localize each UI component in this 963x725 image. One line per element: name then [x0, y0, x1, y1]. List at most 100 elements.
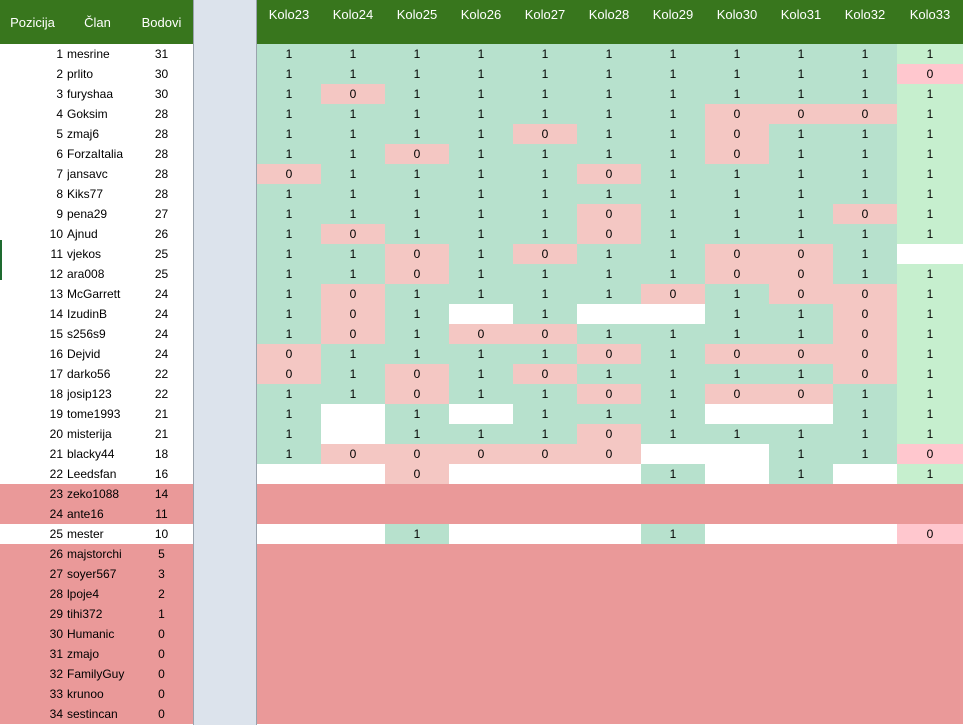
row-position[interactable]: 1: [56, 47, 63, 61]
result-cell[interactable]: [321, 524, 385, 544]
row-member-name[interactable]: sestincan: [67, 707, 118, 721]
row-position[interactable]: 24: [49, 507, 63, 521]
result-cell[interactable]: 1: [705, 44, 769, 64]
result-cell[interactable]: 1: [385, 64, 449, 84]
result-cell[interactable]: 0: [705, 124, 769, 144]
result-cell[interactable]: 1: [321, 204, 385, 224]
row-position[interactable]: 19: [49, 407, 63, 421]
result-cell[interactable]: 0: [769, 344, 833, 364]
result-cell[interactable]: 0: [897, 64, 963, 84]
row-member-name[interactable]: josip123: [67, 387, 112, 401]
result-cell[interactable]: 0: [385, 244, 449, 264]
result-cell[interactable]: 1: [897, 264, 963, 284]
row-points[interactable]: 27: [154, 207, 169, 221]
header-round-2[interactable]: Kolo 25: [385, 0, 449, 44]
row-position[interactable]: 10: [49, 227, 63, 241]
result-cell[interactable]: 1: [385, 224, 449, 244]
result-cell[interactable]: 1: [449, 64, 513, 84]
result-cell[interactable]: 1: [705, 64, 769, 84]
result-cell[interactable]: 1: [769, 204, 833, 224]
result-cell[interactable]: 1: [769, 124, 833, 144]
row-points[interactable]: 24: [154, 327, 169, 341]
result-cell[interactable]: 0: [833, 324, 897, 344]
result-cell[interactable]: [769, 524, 833, 544]
row-member-name[interactable]: Leedsfan: [67, 467, 117, 481]
result-cell[interactable]: 1: [897, 144, 963, 164]
result-cell[interactable]: 1: [833, 404, 897, 424]
result-cell[interactable]: 0: [513, 444, 577, 464]
result-cell[interactable]: 1: [833, 384, 897, 404]
result-cell[interactable]: 1: [897, 404, 963, 424]
row-member-name[interactable]: IzudinB: [67, 307, 108, 321]
result-cell[interactable]: 1: [769, 444, 833, 464]
row-member-name[interactable]: jansavc: [67, 167, 108, 181]
row-points[interactable]: 0: [158, 647, 165, 661]
result-cell[interactable]: 1: [385, 164, 449, 184]
result-cell[interactable]: [513, 464, 577, 484]
row-position[interactable]: 28: [49, 587, 63, 601]
result-cell[interactable]: 1: [449, 144, 513, 164]
result-cell[interactable]: 0: [705, 144, 769, 164]
row-points[interactable]: 18: [154, 447, 169, 461]
result-cell[interactable]: 0: [577, 424, 641, 444]
result-cell[interactable]: 1: [769, 464, 833, 484]
row-points[interactable]: 22: [154, 387, 169, 401]
result-cell[interactable]: 0: [769, 284, 833, 304]
result-cell[interactable]: 1: [513, 304, 577, 324]
header-round-9[interactable]: Kolo 32: [833, 0, 897, 44]
result-cell[interactable]: 1: [513, 104, 577, 124]
header-round-8[interactable]: Kolo 31: [769, 0, 833, 44]
result-cell[interactable]: 1: [321, 344, 385, 364]
result-cell[interactable]: 0: [385, 144, 449, 164]
result-cell[interactable]: [449, 304, 513, 324]
result-cell[interactable]: 1: [449, 84, 513, 104]
result-cell[interactable]: 1: [257, 44, 321, 64]
result-cell[interactable]: 1: [833, 124, 897, 144]
row-position[interactable]: 4: [56, 107, 63, 121]
result-cell[interactable]: 1: [769, 64, 833, 84]
row-points[interactable]: 28: [154, 107, 169, 121]
result-cell[interactable]: 1: [641, 464, 705, 484]
result-cell[interactable]: 1: [257, 104, 321, 124]
result-cell[interactable]: 1: [769, 164, 833, 184]
result-cell[interactable]: 0: [641, 284, 705, 304]
result-cell[interactable]: 1: [321, 164, 385, 184]
row-member-name[interactable]: prlito: [67, 67, 94, 81]
result-cell[interactable]: 1: [641, 144, 705, 164]
result-cell[interactable]: 1: [513, 384, 577, 404]
row-member-name[interactable]: ara008: [67, 267, 105, 281]
result-cell[interactable]: 1: [705, 84, 769, 104]
result-cell[interactable]: 1: [577, 324, 641, 344]
row-member-name[interactable]: vjekos: [67, 247, 102, 261]
row-position[interactable]: 16: [49, 347, 63, 361]
result-cell[interactable]: 1: [257, 384, 321, 404]
result-cell[interactable]: 0: [513, 124, 577, 144]
result-cell[interactable]: 1: [897, 204, 963, 224]
result-cell[interactable]: 1: [577, 104, 641, 124]
result-cell[interactable]: 1: [321, 64, 385, 84]
row-member-name[interactable]: McGarrett: [67, 287, 121, 301]
result-cell[interactable]: 1: [769, 184, 833, 204]
result-cell[interactable]: 1: [513, 284, 577, 304]
result-cell[interactable]: 1: [513, 224, 577, 244]
result-cell[interactable]: 1: [577, 264, 641, 284]
result-cell[interactable]: 1: [897, 284, 963, 304]
row-points[interactable]: 31: [154, 47, 169, 61]
result-cell[interactable]: 1: [449, 184, 513, 204]
result-cell[interactable]: [321, 464, 385, 484]
result-cell[interactable]: 0: [385, 444, 449, 464]
result-cell[interactable]: 1: [897, 164, 963, 184]
result-cell[interactable]: 1: [897, 464, 963, 484]
result-cell[interactable]: 1: [449, 264, 513, 284]
result-cell[interactable]: [577, 524, 641, 544]
result-cell[interactable]: 1: [641, 244, 705, 264]
row-points[interactable]: 10: [154, 527, 169, 541]
result-cell[interactable]: 1: [577, 404, 641, 424]
row-member-name[interactable]: blacky44: [67, 447, 115, 461]
result-cell[interactable]: 0: [705, 244, 769, 264]
row-position[interactable]: 32: [49, 667, 63, 681]
result-cell[interactable]: 1: [641, 124, 705, 144]
result-cell[interactable]: 0: [257, 344, 321, 364]
result-cell[interactable]: 0: [833, 204, 897, 224]
result-cell[interactable]: 1: [449, 204, 513, 224]
